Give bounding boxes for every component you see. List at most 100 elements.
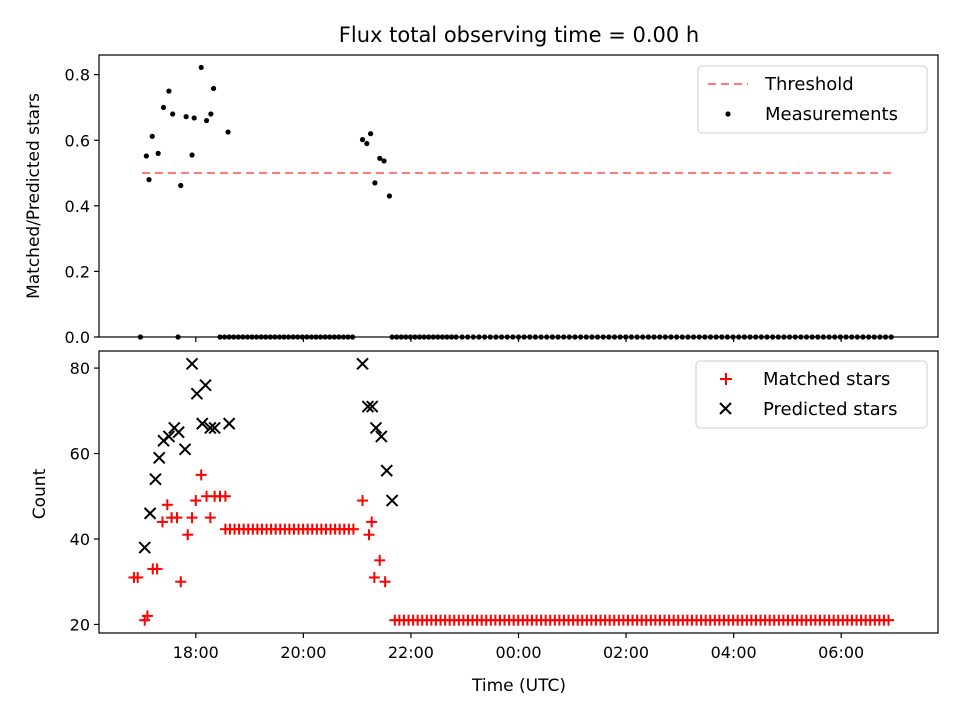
x-tick-label: 22:00 [388,643,434,662]
count-panel: 20 40 60 80 18:00 20:00 22:00 00:00 02:00 04:00 06… [70,350,939,662]
data-point [379,576,391,588]
data-point [132,571,144,583]
data-point [208,421,221,435]
data-point [357,495,369,507]
y-tick-label: 20 [70,615,90,634]
data-point [198,64,204,71]
data-point [141,610,153,622]
data-point [178,443,192,456]
data-point [162,430,176,443]
plot-area-1 [128,357,895,626]
data-point [366,516,378,528]
y-tick-label: 0.2 [65,262,90,281]
x-tick-label: 04:00 [711,643,757,662]
legend-matched-swatch [720,373,732,385]
y-tick-label: 0.4 [65,197,90,216]
data-point [374,554,386,566]
data-point [196,417,209,430]
ratio-panel: 0.0 0.2 0.4 0.6 0.8 [65,54,939,347]
y-tick-label: 0.0 [65,328,90,347]
data-point [210,85,217,92]
x-tick-label: 20:00 [280,643,326,662]
data-point [219,490,231,502]
data-point [160,104,167,111]
legend-measurements-label: Measurements [765,104,898,125]
x-tick-label: 18:00 [173,643,219,662]
data-point [183,114,189,120]
legend-threshold-label: Threshold [764,74,854,95]
data-point [170,111,176,117]
x-tick-label: 00:00 [495,643,541,662]
data-point [372,180,378,186]
data-point [347,523,359,535]
data-point [359,137,366,143]
data-point [369,421,383,435]
data-point [225,129,231,135]
y-tick-label: 0.8 [65,66,90,85]
data-point [204,512,216,524]
data-point [155,150,161,156]
data-point [149,472,162,486]
data-point [364,140,370,147]
data-point [203,117,210,124]
data-point [156,516,168,528]
data-point [161,499,173,511]
data-point [191,115,197,121]
legend-predicted-swatch [719,402,732,415]
data-point [363,529,375,541]
y-tick-label: 60 [70,445,90,464]
data-point [186,512,198,524]
data-point [151,563,163,575]
legend-predicted-label: Predicted stars [763,399,897,420]
data-point [381,158,387,164]
data-point [146,177,152,183]
x-tick-label: 02:00 [603,643,649,662]
data-point [166,88,172,94]
x-axis-label: Time (UTC) [471,676,566,696]
legend-matched-label: Matched stars [763,369,890,390]
chart-title: Flux total observing time = 0.00 h [339,23,699,47]
legend-ratio-frame [697,65,928,134]
data-point [171,512,183,524]
data-point [190,495,202,507]
y-axis-label-count: Count [30,468,50,519]
y-tick-label: 80 [70,359,90,378]
data-point [153,451,166,465]
data-point [143,153,149,159]
data-point [195,469,207,481]
y-tick-label: 0.6 [65,131,90,150]
data-point [361,400,375,413]
data-point [138,541,151,554]
x-tick-label: 06:00 [818,643,864,662]
data-point [175,576,187,588]
legend-measurements-swatch [725,111,731,117]
data-point [189,152,195,158]
legend-ratio: Threshold Measurements [697,65,928,134]
data-point [222,417,236,430]
y-axis-label-ratio: Matched/Predicted stars [24,93,44,299]
y-tick-label: 40 [70,530,90,549]
data-point [883,614,895,626]
legend-count: Matched stars Predicted stars [695,360,928,429]
data-point [375,430,388,443]
data-point [172,425,185,439]
data-point [377,155,383,161]
data-point [356,357,369,371]
data-point [380,464,393,477]
data-point [185,357,199,371]
data-point [204,421,217,435]
data-point [366,400,379,413]
data-point [199,378,212,392]
data-point [149,133,155,139]
series-x-1 [138,357,399,554]
data-point [385,494,399,507]
data-point [386,193,393,199]
series-plus-1 [128,469,895,626]
data-point [367,131,374,137]
data-point [143,507,157,520]
legend-count-frame [695,360,928,429]
data-point [368,571,380,583]
data-point [178,182,184,189]
data-point [208,111,214,117]
